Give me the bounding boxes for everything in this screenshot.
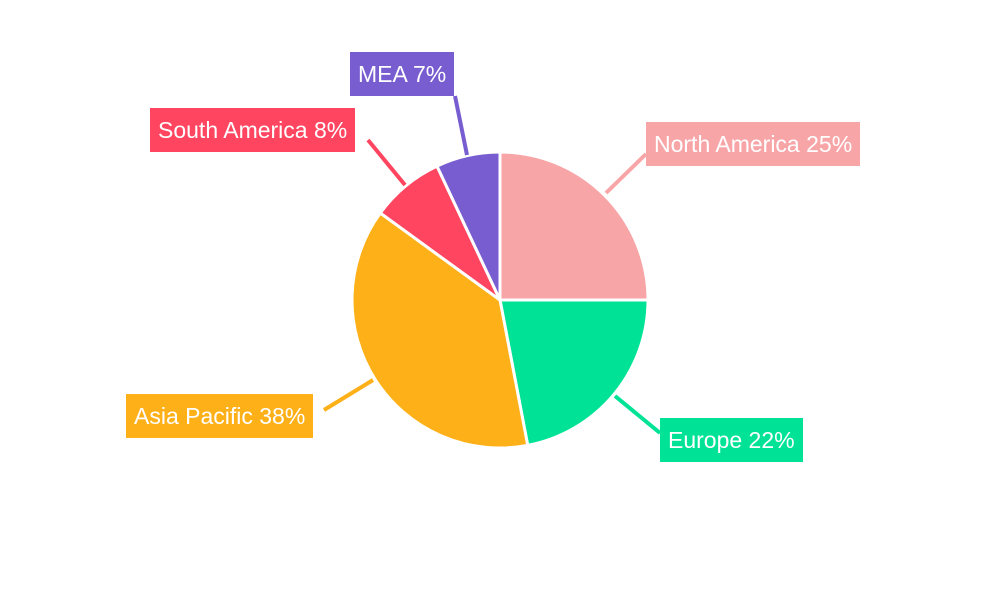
slice-label: South America 8%	[150, 108, 356, 152]
label-connector	[613, 394, 662, 435]
label-connector	[322, 378, 375, 412]
slice-label: Asia Pacific 38%	[126, 394, 314, 438]
slice-label: MEA 7%	[350, 52, 455, 96]
label-connector	[604, 152, 648, 195]
pie-slice-mea[interactable]	[434, 150, 502, 301]
label-connector	[453, 95, 469, 156]
pie-slice-asia-pacific[interactable]	[350, 210, 530, 450]
pie-slice-north-america[interactable]	[498, 150, 650, 302]
slice-label: Europe 22%	[660, 418, 803, 462]
pie-slice-europe[interactable]	[498, 298, 650, 448]
label-connector	[366, 138, 407, 187]
slice-label: North America 25%	[646, 122, 861, 166]
